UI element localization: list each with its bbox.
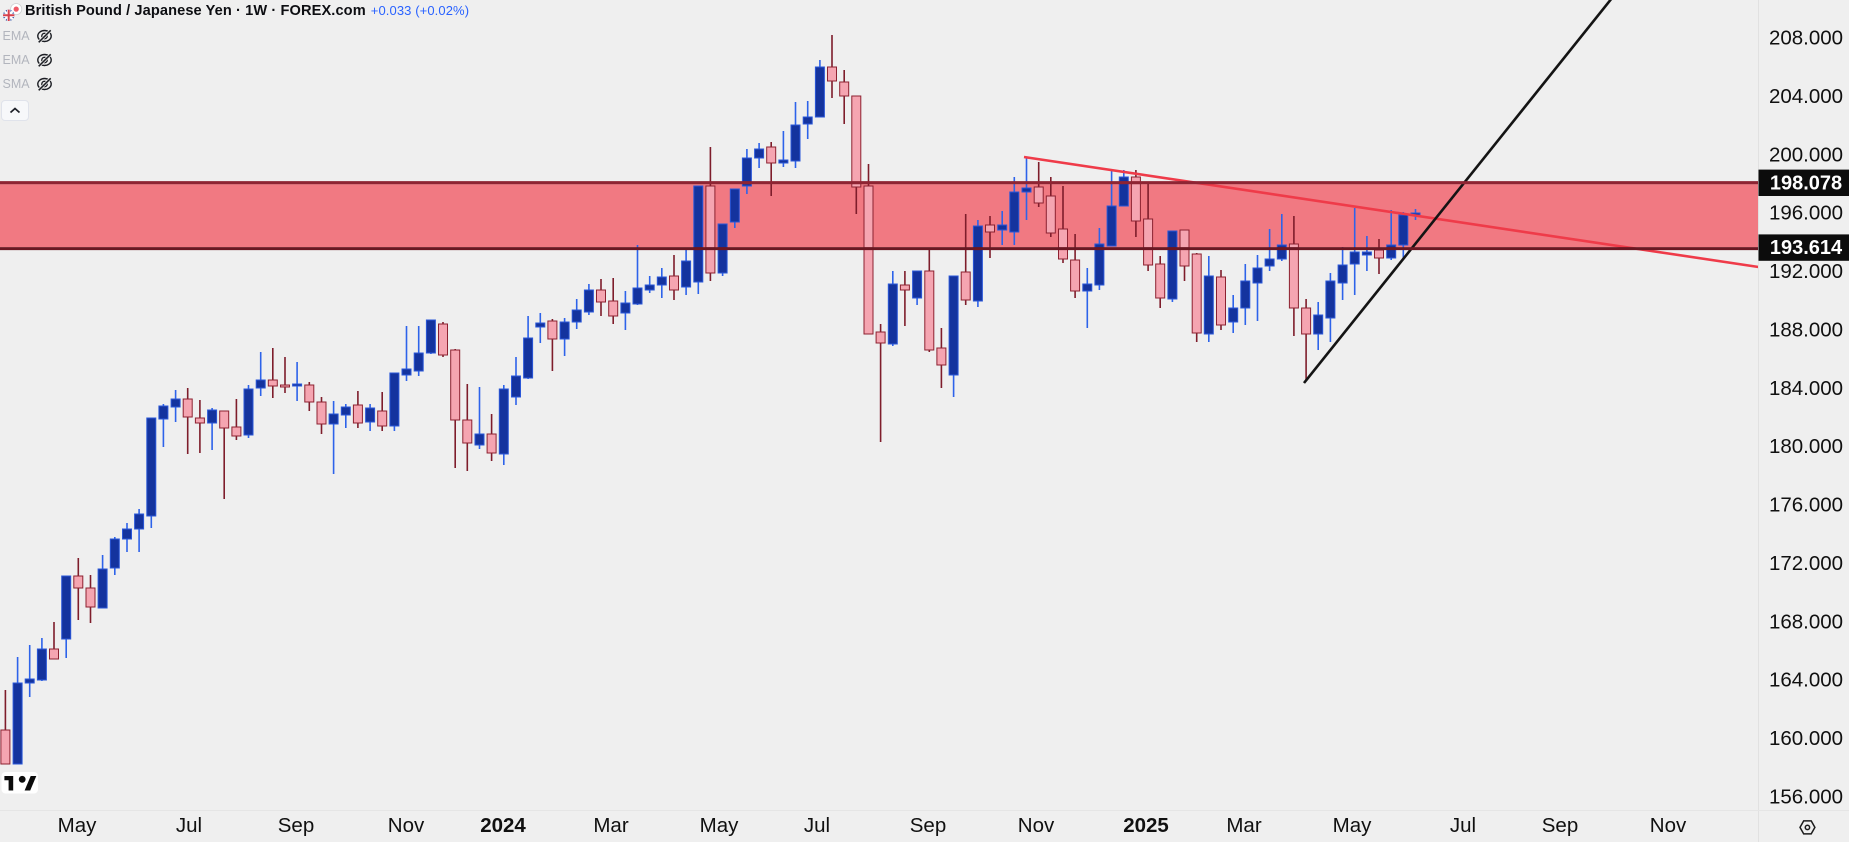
svg-text:Sep: Sep [910, 814, 946, 837]
svg-text:198.078: 198.078 [1770, 172, 1842, 194]
svg-text:Sep: Sep [278, 814, 314, 837]
svg-text:193.614: 193.614 [1770, 237, 1843, 259]
svg-text:204.000: 204.000 [1769, 85, 1843, 108]
svg-text:Nov: Nov [1018, 814, 1055, 837]
svg-text:196.000: 196.000 [1769, 202, 1843, 225]
svg-text:200.000: 200.000 [1769, 143, 1843, 166]
svg-text:156.000: 156.000 [1769, 786, 1843, 809]
svg-text:184.000: 184.000 [1769, 377, 1843, 400]
svg-text:Nov: Nov [388, 814, 425, 837]
svg-text:Sep: Sep [1542, 814, 1578, 837]
svg-text:May: May [58, 814, 97, 837]
svg-text:2024: 2024 [480, 814, 526, 837]
svg-text:164.000: 164.000 [1769, 669, 1843, 692]
svg-text:192.000: 192.000 [1769, 260, 1843, 283]
svg-text:Mar: Mar [1226, 814, 1261, 837]
svg-text:180.000: 180.000 [1769, 435, 1843, 458]
svg-text:188.000: 188.000 [1769, 318, 1843, 341]
svg-text:May: May [700, 814, 739, 837]
svg-text:2025: 2025 [1123, 814, 1169, 837]
svg-text:172.000: 172.000 [1769, 552, 1843, 575]
svg-text:Jul: Jul [176, 814, 202, 837]
svg-text:Mar: Mar [593, 814, 628, 837]
svg-text:160.000: 160.000 [1769, 727, 1843, 750]
svg-text:Jul: Jul [1450, 814, 1476, 837]
svg-text:176.000: 176.000 [1769, 494, 1843, 517]
svg-text:Nov: Nov [1650, 814, 1687, 837]
svg-text:May: May [1333, 814, 1372, 837]
svg-text:Jul: Jul [804, 814, 830, 837]
svg-text:208.000: 208.000 [1769, 27, 1843, 50]
svg-text:168.000: 168.000 [1769, 610, 1843, 633]
